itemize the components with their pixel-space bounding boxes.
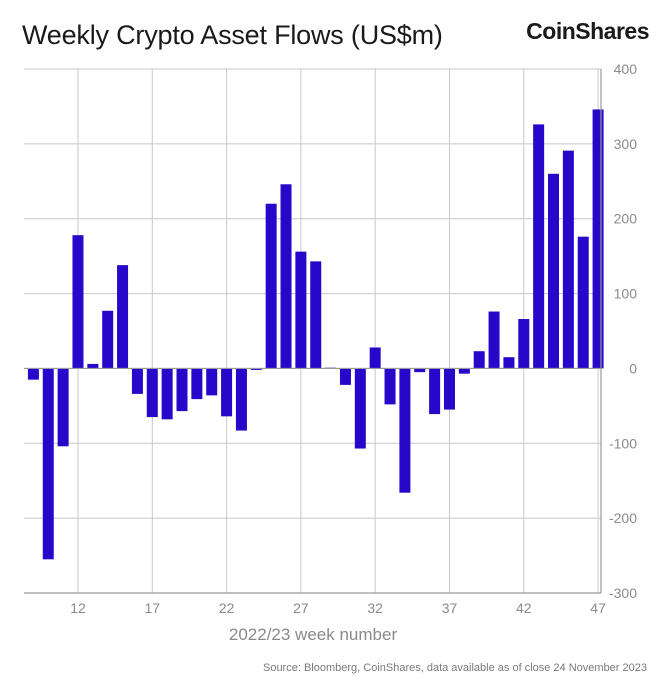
bar-week-12 <box>72 235 84 369</box>
bar-week-34 <box>399 368 411 493</box>
y-tick-label: 100 <box>614 286 638 302</box>
bar-week-44 <box>548 173 559 369</box>
x-tick-labels: 12 17 22 27 32 37 42 47 <box>70 600 606 616</box>
bar-week-40 <box>488 311 500 369</box>
bar-week-10 <box>42 368 54 560</box>
source-note: Source: Bloomberg, CoinShares, data avai… <box>262 662 647 674</box>
bar-week-45 <box>562 150 574 369</box>
bar-week-14 <box>102 310 114 369</box>
y-tick-label: 300 <box>614 136 638 152</box>
bar-week-28 <box>310 261 322 369</box>
bar-week-32 <box>369 347 381 369</box>
bar-week-41 <box>503 357 515 369</box>
y-tick-label: 0 <box>629 360 637 376</box>
bar-week-15 <box>117 265 129 369</box>
bar-week-23 <box>235 368 247 431</box>
bar-chart: 400 300 200 100 0 -100 -200 -300 12 17 22 27 32 37 42… <box>24 61 637 644</box>
bar-week-36 <box>429 368 441 415</box>
bar-week-27 <box>295 251 307 369</box>
bar-week-42 <box>518 319 530 369</box>
bar-week-19 <box>176 368 188 412</box>
bar-week-37 <box>443 368 455 410</box>
bar-week-21 <box>206 368 218 396</box>
bar-week-18 <box>161 368 173 420</box>
brand-logo: CoinShares <box>526 18 649 44</box>
y-tick-label: -100 <box>609 435 637 451</box>
bar-week-25 <box>265 203 277 369</box>
y-tick-labels: 400 300 200 100 0 -100 -200 -300 <box>609 61 637 601</box>
bar-week-20 <box>191 368 203 400</box>
x-tick-label: 37 <box>442 600 458 616</box>
chart-title: Weekly Crypto Asset Flows (US$m) <box>22 20 443 50</box>
x-axis-label: 2022/23 week number <box>229 625 398 644</box>
x-tick-label: 17 <box>144 600 160 616</box>
x-tick-label: 32 <box>367 600 383 616</box>
axes <box>24 69 602 594</box>
bar-week-35 <box>414 368 426 373</box>
bar-week-30 <box>339 368 351 385</box>
bars <box>27 109 604 560</box>
bar-week-13 <box>87 363 99 369</box>
x-tick-label: 22 <box>219 600 235 616</box>
bar-week-38 <box>458 368 470 374</box>
x-tick-label: 27 <box>293 600 309 616</box>
bar-week-47 <box>592 109 604 369</box>
bar-week-9 <box>27 368 39 380</box>
y-tick-label: -300 <box>609 585 637 601</box>
x-tick-label: 47 <box>590 600 606 616</box>
bar-week-39 <box>473 351 485 369</box>
y-tick-label: -200 <box>609 510 637 526</box>
x-tick-label: 42 <box>516 600 532 616</box>
bar-week-24 <box>250 368 262 370</box>
bar-week-33 <box>384 368 396 405</box>
y-tick-label: 400 <box>614 61 638 77</box>
bar-week-17 <box>146 368 158 418</box>
bar-week-11 <box>57 368 69 447</box>
bar-week-43 <box>533 124 545 369</box>
y-tick-label: 200 <box>614 211 638 227</box>
bar-week-31 <box>354 368 366 449</box>
bar-week-46 <box>577 236 589 369</box>
x-tick-label: 12 <box>70 600 86 616</box>
bar-week-16 <box>131 368 143 394</box>
bar-week-26 <box>280 184 292 369</box>
bar-week-22 <box>221 368 233 417</box>
